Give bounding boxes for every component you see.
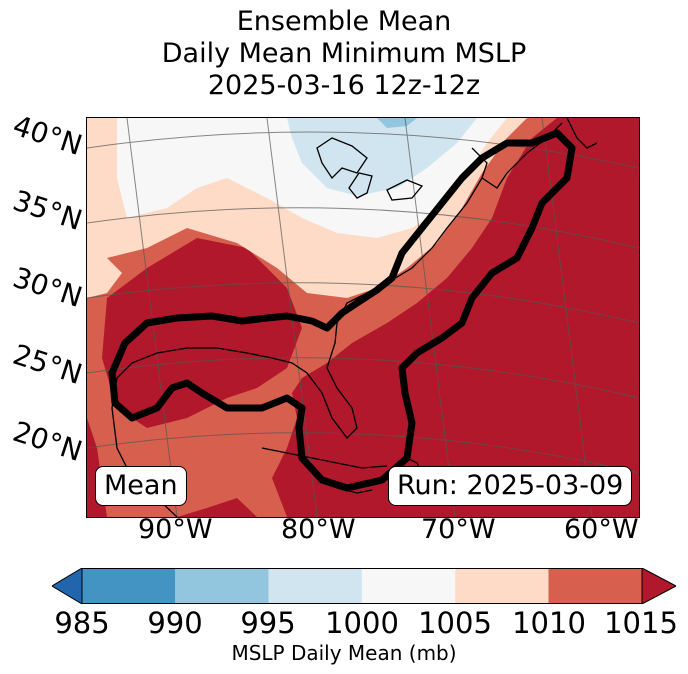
lat-label-35: 35°N [8, 183, 87, 238]
field-inner-high [102, 238, 302, 428]
lon-label-90: 90°W [138, 514, 213, 545]
colorbar-extend-high [641, 568, 676, 604]
colorbar-segment-1010-1015 [548, 568, 642, 604]
title-line-2: Daily Mean Minimum MSLP [161, 38, 527, 69]
field-995-1000 [287, 118, 477, 196]
colorbar-segment-1000-1005 [361, 568, 456, 604]
lon-label-80: 80°W [281, 514, 356, 545]
map-svg [87, 118, 639, 517]
graticule [87, 118, 639, 517]
run-date-box: Run: 2025-03-09 [388, 466, 633, 506]
lon-label-60: 60°W [564, 514, 639, 545]
pressure-contour-1010 [108, 129, 576, 492]
title-line-1: Ensemble Mean [236, 6, 452, 37]
colorbar-extend-low [52, 568, 83, 604]
lon-label-70: 70°W [421, 514, 496, 545]
title-line-3: 2025-03-16 12z-12z [207, 70, 481, 101]
colorbar-segment-995-1000 [268, 568, 362, 604]
colorbar [52, 568, 676, 604]
map-panel [87, 118, 639, 517]
colorbar-outline [81, 568, 643, 604]
lat-label-40: 40°N [8, 108, 87, 163]
lat-label-30: 30°N [8, 260, 87, 315]
colorbar-label: MSLP Daily Mean (mb) [231, 641, 457, 665]
colorbar-tick-1010: 1010 [512, 606, 586, 640]
colorbar-tick-1015: 1015 [604, 606, 678, 640]
colorbar-tick-985: 985 [54, 606, 110, 640]
colorbar-segment-1005-1010 [455, 568, 549, 604]
field-990-995 [377, 118, 417, 128]
colorbar-segment-990-995 [175, 568, 269, 604]
lat-label-20: 20°N [8, 414, 87, 469]
lat-label-25: 25°N [8, 337, 87, 392]
colorbar-segment-985-990 [82, 568, 176, 604]
colorbar-tick-995: 995 [240, 606, 296, 640]
field-west-edge-2 [87, 368, 102, 418]
field-west-edge [87, 258, 122, 298]
colorbar-tick-1005: 1005 [418, 606, 492, 640]
colorbar-tick-990: 990 [147, 606, 203, 640]
mean-label-box: Mean [95, 466, 187, 506]
colorbar-tick-1000: 1000 [325, 606, 399, 640]
